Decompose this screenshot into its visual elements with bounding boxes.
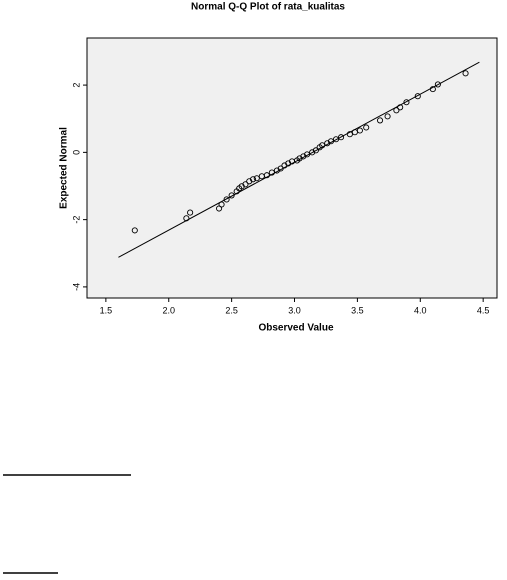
data-point bbox=[187, 209, 194, 216]
data-point bbox=[356, 127, 363, 134]
x-tick-label: 1.5 bbox=[100, 305, 113, 315]
data-point bbox=[332, 136, 340, 143]
data-point bbox=[434, 81, 441, 88]
x-tick-label: 2.0 bbox=[162, 305, 175, 315]
y-tick-label: 2 bbox=[71, 83, 81, 88]
data-point bbox=[414, 93, 421, 100]
data-point bbox=[223, 196, 230, 203]
y-tick-label: -2 bbox=[71, 216, 81, 224]
x-tick-label: 3.5 bbox=[351, 305, 364, 315]
x-tick-label: 4.5 bbox=[477, 305, 490, 315]
data-point bbox=[228, 192, 235, 199]
data-point bbox=[131, 227, 138, 234]
data-point bbox=[397, 104, 404, 111]
data-point bbox=[327, 138, 335, 145]
x-axis-label: Observed Value bbox=[258, 323, 333, 334]
data-point bbox=[268, 169, 275, 176]
y-axis-label: Expected Normal bbox=[59, 127, 70, 209]
x-tick-label: 3.0 bbox=[288, 305, 301, 315]
data-point bbox=[304, 151, 311, 158]
data-point bbox=[346, 131, 353, 138]
y-tick-label: -4 bbox=[71, 283, 81, 291]
y-tick-label: 0 bbox=[71, 150, 81, 155]
data-point bbox=[429, 86, 436, 93]
data-point bbox=[242, 181, 249, 188]
x-tick-label: 4.0 bbox=[414, 305, 427, 315]
data-point bbox=[384, 113, 391, 120]
x-tick-label: 2.5 bbox=[225, 305, 238, 315]
reference-line bbox=[118, 61, 480, 258]
data-point bbox=[183, 215, 190, 222]
data-point bbox=[462, 70, 469, 77]
data-point bbox=[319, 142, 326, 149]
data-point bbox=[403, 99, 410, 106]
data-point bbox=[363, 124, 370, 131]
data-point bbox=[263, 172, 270, 179]
data-point bbox=[312, 147, 319, 154]
data-point bbox=[253, 175, 260, 182]
plot-area bbox=[86, 37, 498, 299]
chart-title: Normal Q-Q Plot of rata_kualitas bbox=[191, 2, 345, 13]
data-point bbox=[277, 165, 284, 172]
data-point bbox=[393, 107, 400, 114]
data-point bbox=[249, 176, 257, 183]
data-point bbox=[376, 117, 384, 124]
data-point bbox=[218, 201, 225, 208]
data-point bbox=[337, 134, 345, 141]
